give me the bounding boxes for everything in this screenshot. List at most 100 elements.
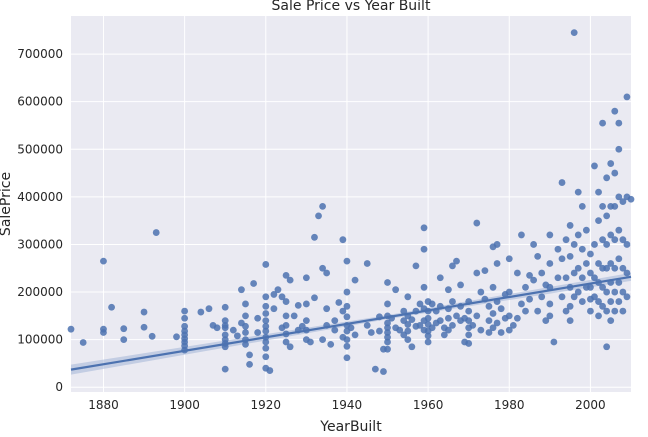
data-point	[595, 217, 602, 225]
data-point	[526, 295, 533, 303]
data-point	[538, 293, 546, 301]
data-point	[623, 241, 631, 248]
data-point	[250, 280, 258, 287]
data-point	[558, 255, 566, 263]
data-point	[603, 241, 611, 248]
data-point	[270, 291, 278, 298]
data-point	[489, 310, 497, 317]
data-point	[420, 283, 428, 291]
data-point	[595, 188, 602, 196]
x-tick-label: 1960	[413, 398, 444, 412]
y-tick-label: 500000	[17, 142, 63, 156]
data-point	[546, 231, 554, 239]
data-point	[367, 329, 375, 336]
data-point	[538, 269, 546, 277]
data-point	[120, 336, 128, 344]
data-point	[262, 338, 270, 346]
data-point	[242, 300, 249, 308]
data-point	[477, 326, 485, 334]
data-point	[497, 329, 505, 336]
data-point	[302, 300, 310, 308]
data-point	[221, 324, 229, 332]
data-point	[611, 264, 619, 272]
data-point	[148, 332, 156, 340]
data-point	[286, 343, 294, 351]
data-point	[242, 322, 249, 330]
data-point	[396, 326, 404, 334]
data-point	[570, 269, 578, 277]
data-point	[558, 179, 566, 186]
data-point	[181, 314, 189, 322]
data-point	[591, 241, 598, 248]
data-point	[489, 283, 497, 291]
data-point	[392, 286, 400, 294]
data-point	[518, 300, 525, 308]
data-point	[384, 329, 391, 336]
data-point	[221, 365, 229, 373]
data-point	[440, 331, 448, 339]
y-tick-label: 300000	[17, 237, 63, 251]
data-point	[505, 288, 513, 296]
data-point	[339, 307, 347, 315]
data-point	[319, 264, 326, 272]
data-point	[221, 317, 229, 325]
data-point	[505, 255, 513, 263]
data-point	[384, 345, 391, 353]
data-point	[587, 250, 594, 258]
data-point	[444, 326, 452, 334]
data-point	[408, 343, 416, 351]
y-tick-label: 600000	[17, 95, 63, 109]
data-point	[331, 326, 339, 334]
data-point	[376, 327, 383, 335]
data-point	[465, 307, 473, 315]
data-point	[582, 226, 590, 234]
y-tick-label: 0	[55, 380, 63, 394]
data-point	[477, 288, 485, 296]
data-point	[205, 305, 213, 313]
data-point	[331, 317, 339, 325]
data-point	[530, 241, 538, 248]
data-point	[615, 255, 623, 263]
data-point	[493, 260, 501, 267]
data-point	[100, 329, 107, 336]
data-point	[530, 276, 538, 284]
data-point	[307, 338, 314, 346]
data-point	[574, 188, 582, 196]
data-point	[566, 317, 574, 325]
data-point	[181, 322, 189, 330]
data-point	[599, 236, 606, 244]
data-point	[513, 314, 521, 322]
data-point	[607, 298, 615, 305]
data-point	[615, 298, 623, 305]
data-point	[615, 193, 623, 201]
data-point	[140, 308, 148, 316]
data-point	[140, 323, 148, 331]
data-point	[465, 331, 473, 339]
data-point	[591, 274, 598, 282]
data-point	[424, 332, 432, 340]
data-point	[615, 226, 623, 234]
data-point	[424, 314, 432, 322]
data-point	[518, 231, 525, 239]
data-point	[619, 307, 627, 315]
data-point	[599, 202, 606, 210]
data-point	[262, 317, 270, 325]
data-point	[526, 271, 533, 279]
data-point	[574, 231, 582, 239]
data-point	[493, 319, 501, 327]
data-point	[449, 298, 456, 305]
data-point	[603, 212, 611, 220]
data-point	[384, 319, 391, 327]
data-point	[607, 260, 615, 267]
data-point	[238, 286, 245, 294]
data-point	[262, 327, 270, 335]
data-point	[319, 336, 326, 344]
data-point	[79, 339, 87, 346]
data-point	[254, 329, 262, 336]
x-tick-label: 1980	[494, 398, 525, 412]
data-point	[453, 257, 460, 265]
data-point	[242, 329, 249, 336]
data-point	[534, 252, 542, 260]
data-point	[282, 312, 290, 320]
data-point	[570, 293, 578, 301]
